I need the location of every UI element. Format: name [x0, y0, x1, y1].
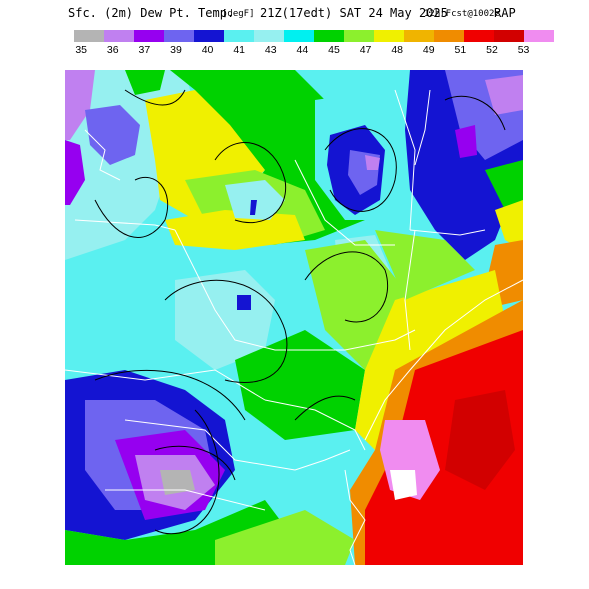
border-line-9 [65, 369, 266, 401]
field-se-white-core [390, 470, 417, 500]
legend-tick-label: 52 [486, 44, 498, 56]
legend-tick-label: 53 [517, 44, 530, 56]
field-sw-lightgreen [215, 510, 355, 565]
legend-swatch [374, 30, 404, 42]
legend-swatch [74, 30, 104, 42]
legend-swatch [464, 30, 494, 42]
legend-swatch [254, 30, 284, 42]
contour-3 [214, 142, 287, 224]
contour-1 [124, 89, 186, 106]
legend-swatch [194, 30, 224, 42]
legend-tick-label: 51 [454, 44, 467, 56]
contour-5 [324, 128, 397, 212]
title-forecast-run: 12hrFcst@1002z [424, 9, 500, 19]
field-coast-lightgreen [375, 230, 475, 300]
legend-swatch [164, 30, 194, 42]
legend-tick-label: 48 [391, 44, 403, 56]
border-line-10 [264, 399, 366, 451]
field-ne-far-lavender [485, 75, 523, 115]
legend-swatch [314, 30, 344, 42]
contour-7 [94, 369, 246, 421]
border-line-11 [124, 419, 296, 471]
border-line-1 [84, 129, 121, 181]
field-nw-medblue [85, 105, 140, 165]
field-ne-lavender [365, 155, 380, 170]
legend-tick-label: 49 [422, 44, 435, 56]
map-title: Sfc. (2m) Dew Pt. Temp. [degF] 21Z(17edt… [0, 6, 589, 24]
legend-tick-label: 40 [201, 44, 214, 56]
field-blue-dot-north [250, 200, 257, 215]
coastline-2 [344, 469, 366, 565]
legend-swatch [434, 30, 464, 42]
title-valid-time: 21Z(17edt) SAT 24 May 2025 [260, 6, 448, 20]
legend-swatch [104, 30, 134, 42]
border-line-6 [394, 89, 416, 231]
legend-tick-labels: 35 36 37 39 40 41 43 44 45 47 48 49 51 52 53 [0, 44, 589, 58]
title-model: RAP [494, 6, 516, 20]
legend-tick-label: 47 [359, 44, 372, 56]
legend-swatch [404, 30, 434, 42]
legend-swatch [494, 30, 524, 42]
legend-tick-label: 35 [75, 44, 87, 56]
dewpoint-map [65, 70, 523, 565]
border-line-3 [174, 229, 345, 351]
coastline-3 [414, 89, 431, 166]
legend-tick-label: 43 [264, 44, 277, 56]
title-main: Sfc. (2m) Dew Pt. Temp. [68, 6, 235, 20]
contour-2 [94, 176, 169, 238]
border-line-8 [404, 229, 416, 351]
legend-tick-label: 36 [106, 44, 119, 56]
coastline [364, 279, 523, 441]
field-ne-yellow [495, 200, 523, 250]
title-unit: [degF] [222, 9, 255, 19]
legend-swatch [344, 30, 374, 42]
contour-9 [154, 445, 236, 481]
field-se-red [365, 330, 523, 565]
border-line-2 [74, 219, 176, 231]
border-line-12 [294, 449, 351, 471]
contour-8 [154, 409, 220, 535]
border-line-13 [105, 489, 266, 511]
field-se-darkred [445, 390, 515, 490]
field-central-blue-dot [237, 295, 251, 310]
contour-4 [304, 251, 389, 323]
field-green-mid [235, 330, 365, 440]
contour-lines [94, 89, 506, 535]
boundary-lines [65, 89, 523, 565]
contour-10 [444, 95, 506, 131]
field-ne-far-purple [455, 125, 477, 158]
legend-swatch [284, 30, 314, 42]
legend-tick-label: 45 [328, 44, 340, 56]
field-sw-gray [160, 470, 195, 495]
contour-11 [294, 395, 356, 421]
legend-tick-label: 44 [296, 44, 309, 56]
field-nw-green [125, 70, 165, 95]
legend-swatch [524, 30, 554, 42]
legend-swatch [224, 30, 254, 42]
contour-6 [164, 279, 288, 384]
legend-tick-label: 41 [233, 44, 245, 56]
legend-tick-label: 37 [138, 44, 151, 56]
border-line-5 [294, 159, 395, 246]
border-line-7 [409, 229, 486, 236]
field-nw-purple [65, 140, 85, 205]
legend-swatch [134, 30, 164, 42]
field-nw-lavender [65, 70, 95, 140]
legend-tick-label: 39 [170, 44, 182, 56]
